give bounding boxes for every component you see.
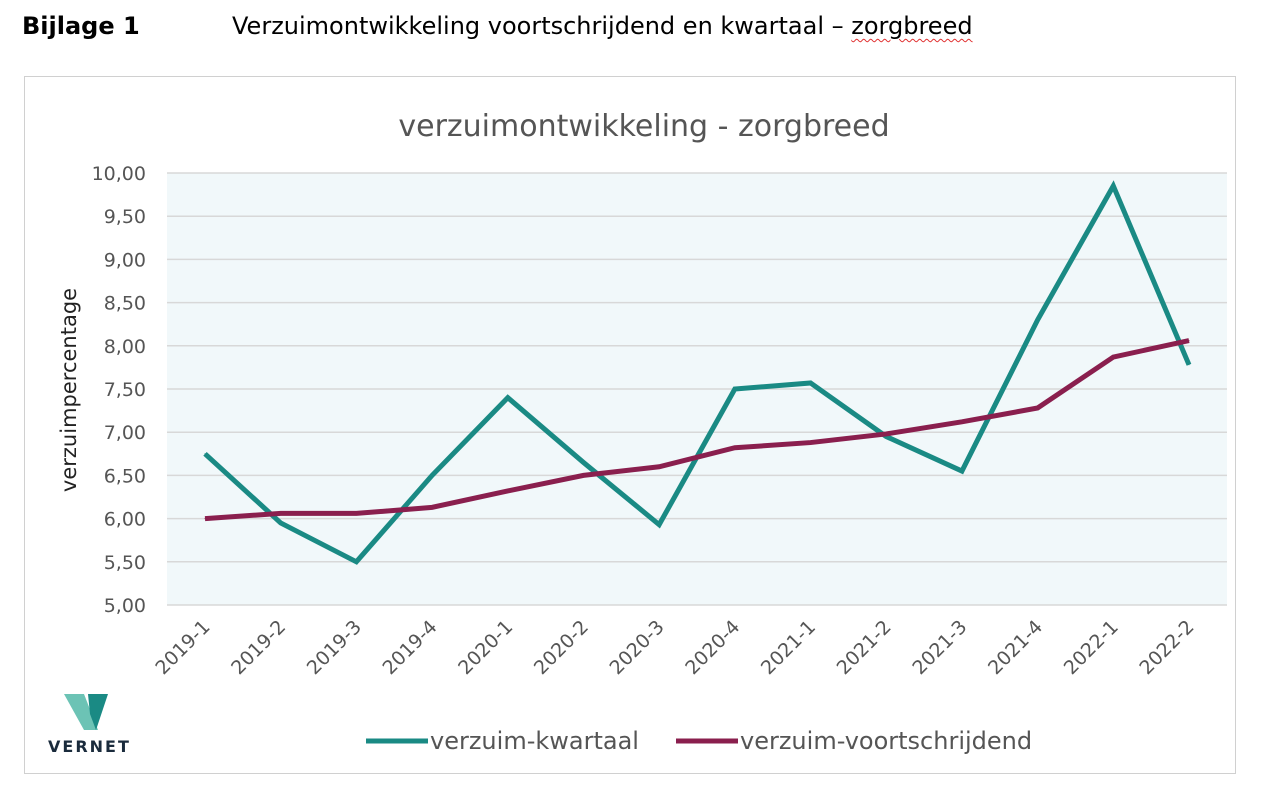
data-point [431, 474, 433, 476]
y-tick-label: 6,50 [104, 465, 146, 487]
data-point [885, 433, 887, 435]
data-point [280, 522, 282, 524]
x-tick-label: 2020-2 [530, 616, 593, 679]
legend: verzuim-kwartaal verzuim-voortschrijdend [366, 727, 1032, 755]
y-tick-label: 6,00 [104, 509, 146, 531]
data-point [507, 490, 509, 492]
data-point [582, 461, 584, 463]
y-axis-label: verzuimpercentage [57, 288, 81, 492]
logo-mark-right [88, 694, 108, 730]
logo-mark-left [64, 694, 98, 730]
y-tick-label: 5,00 [104, 595, 146, 617]
series-lines [203, 180, 1192, 565]
document-title-squiggle: zorgbreed [851, 12, 973, 40]
data-point [507, 397, 509, 399]
data-point [204, 453, 206, 455]
appendix-label: Bijlage 1 [22, 12, 140, 40]
vernet-logo: VERNET [48, 694, 131, 756]
y-tick-label: 9,50 [104, 206, 146, 228]
y-tick-label: 10,00 [92, 163, 146, 185]
data-point [961, 470, 963, 472]
data-point [810, 382, 812, 384]
y-tick-label: 8,00 [104, 336, 146, 358]
logo-text: VERNET [48, 737, 131, 756]
x-tick-label: 2020-1 [454, 616, 517, 679]
data-point [431, 506, 433, 508]
y-tick-label: 8,50 [104, 293, 146, 315]
x-tick-label: 2020-4 [681, 616, 744, 679]
page-header: Bijlage 1 Verzuimontwikkeling voortschri… [22, 12, 1252, 46]
data-point [658, 466, 660, 468]
x-tick-label: 2021-4 [984, 616, 1047, 679]
x-tick-label: 2019-2 [227, 616, 290, 679]
document-title-main: Verzuimontwikkeling voortschrijdend en k… [232, 12, 852, 40]
y-tick-label: 7,00 [104, 422, 146, 444]
x-tick-labels: 2019-1 2019-2 2019-3 2019-4 2020-1 2020-2 2020… [151, 616, 1198, 679]
data-point [1188, 340, 1190, 342]
document-title: Verzuimontwikkeling voortschrijdend en k… [232, 12, 973, 40]
data-point [734, 447, 736, 449]
data-point [1112, 185, 1114, 187]
x-tick-label: 2021-2 [833, 616, 896, 679]
data-point [1037, 319, 1039, 321]
y-tick-label: 7,50 [104, 379, 146, 401]
data-point [658, 524, 660, 526]
x-tick-label: 2020-3 [606, 616, 669, 679]
data-point [582, 474, 584, 476]
data-point [355, 512, 357, 514]
data-point [810, 442, 812, 444]
data-point [355, 561, 357, 563]
series-line-voortschrijdend [204, 338, 1190, 522]
gridlines [167, 172, 1227, 606]
legend-label-kwartaal: verzuim-kwartaal [430, 727, 639, 755]
chart-title: verzuimontwikkeling - zorgbreed [398, 109, 889, 144]
y-tick-label: 9,00 [104, 249, 146, 271]
y-tick-labels: 5,00 5,50 6,00 6,50 7,00 7,50 8,00 8,50 9,00 9,50… [92, 163, 146, 617]
x-tick-label: 2019-3 [303, 616, 366, 679]
data-point [204, 518, 206, 520]
data-point [1037, 407, 1039, 409]
data-point [1112, 356, 1114, 358]
data-point [961, 421, 963, 423]
x-tick-label: 2022-2 [1135, 616, 1198, 679]
data-point [1188, 364, 1190, 366]
data-point [734, 388, 736, 390]
data-point [280, 512, 282, 514]
x-tick-label: 2021-1 [757, 616, 820, 679]
y-tick-label: 5,50 [104, 552, 146, 574]
x-tick-label: 2021-3 [908, 616, 971, 679]
x-tick-label: 2022-1 [1060, 616, 1123, 679]
legend-label-voortschrijdend: verzuim-voortschrijdend [740, 727, 1032, 755]
x-tick-label: 2019-4 [378, 616, 441, 679]
x-tick-label: 2019-1 [151, 616, 214, 679]
